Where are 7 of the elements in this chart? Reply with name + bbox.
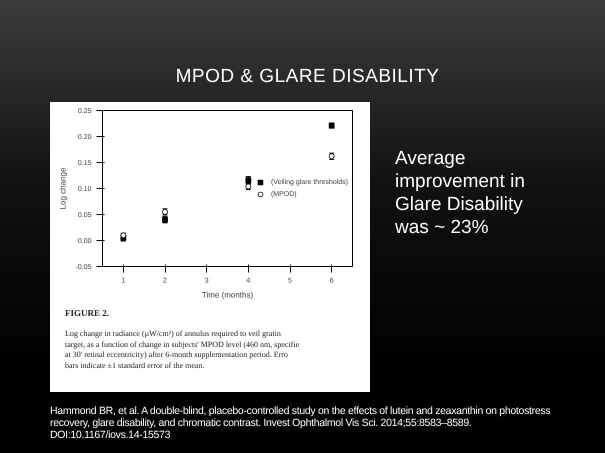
chart-title: MPOD & GLARE DISABILITY: [176, 65, 440, 89]
text: Log change in radiance (µW/cm²) of annulus required to veil gratin target, as a function of change in subjects' MPOD level (460 nm, specifie at 30' retinal eccentricity) after 6-month supplementation period. Erro bars indicate ±1 standard error of the mean.: [65, 329, 300, 371]
text: Average improvement in Glare Disability was ~ 23%: [395, 147, 526, 239]
caption: FIGURE 2.: [65, 307, 110, 320]
y-axis-title: Log change: [58, 167, 68, 210]
text: Hammond BR, et al. A double-blind, placebo-controlled study on the effects of lutein and zeaxanthin on photostress recovery, glare disability, and chromatic contrast. Invest Ophthalmol Vis Sci. 2014;55:8583–8589. DOI:10.1167/iovs.14-15573: [50, 405, 552, 441]
x-axis-title: Time (months): [202, 290, 254, 300]
